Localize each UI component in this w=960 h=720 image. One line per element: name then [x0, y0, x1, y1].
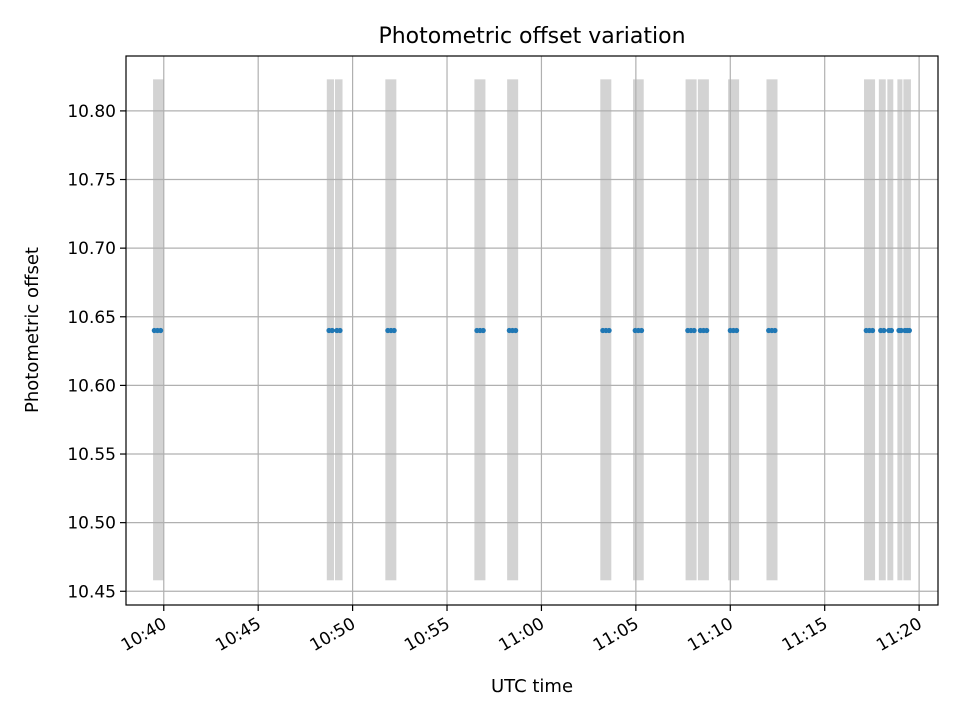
data-point [606, 327, 612, 334]
data-point [691, 327, 697, 334]
y-tick-label: 10.55 [67, 445, 116, 465]
data-point [898, 327, 904, 334]
gridlines [126, 56, 938, 605]
data-point [158, 327, 164, 334]
y-tick-label: 10.60 [67, 376, 116, 396]
data-point [906, 327, 912, 334]
data-point [480, 327, 486, 334]
y-axis-label: Photometric offset [22, 247, 43, 413]
data-point [881, 327, 887, 334]
data-point [888, 327, 895, 334]
data-point [733, 327, 740, 334]
y-tick-label: 10.65 [67, 308, 116, 328]
data-point [638, 327, 645, 334]
data-points [151, 327, 912, 334]
data-point [869, 327, 876, 334]
data-point [704, 327, 710, 334]
data-point [337, 327, 343, 334]
y-tick-label: 10.45 [67, 582, 116, 602]
data-point [391, 327, 397, 334]
data-point [513, 327, 519, 334]
plot-frame [125, 55, 939, 606]
y-axis-ticks: 10.45 10.50 10.55 10.60 10.65 10.70 10.75 10.80 [67, 102, 126, 602]
data-point [329, 327, 335, 334]
chart-title: Photometric offset variation [378, 24, 685, 49]
y-tick-label: 10.50 [67, 514, 116, 534]
data-point [772, 327, 778, 334]
y-tick-label: 10.75 [67, 171, 116, 191]
y-tick-label: 10.80 [67, 102, 116, 122]
x-axis-label: UTC time [491, 676, 573, 697]
y-tick-label: 10.70 [67, 239, 116, 259]
